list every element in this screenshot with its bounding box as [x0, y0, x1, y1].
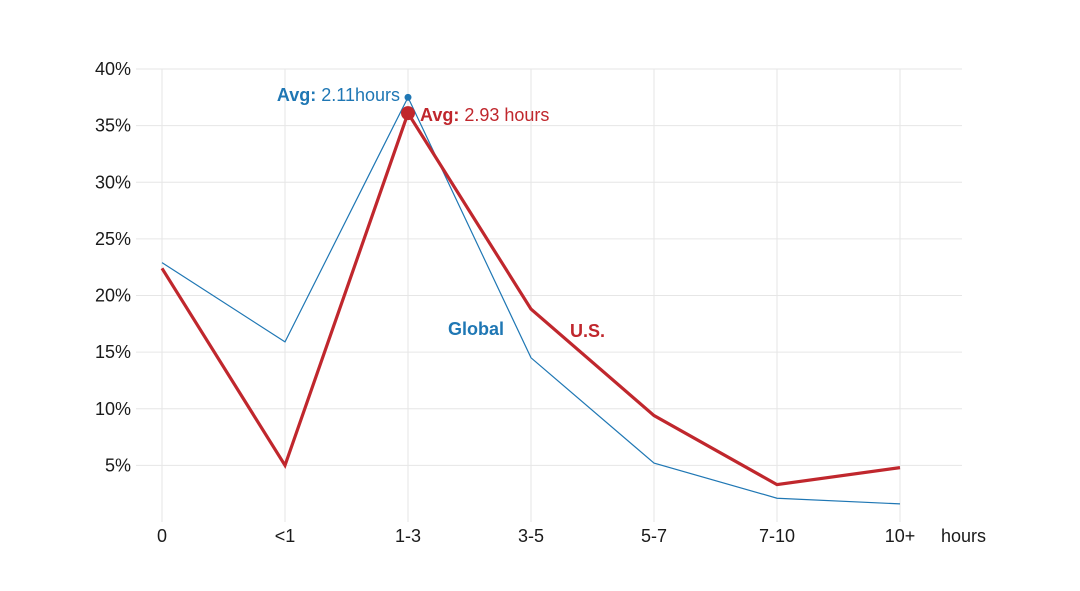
series-lines — [160, 95, 901, 505]
us-avg-marker — [401, 106, 415, 121]
global-avg-value: 2.11hours — [321, 85, 400, 105]
y-tick-label: 40% — [95, 59, 131, 79]
x-tick-label: 10+ — [885, 526, 916, 546]
y-tick-label: 10% — [95, 399, 131, 419]
y-tick-label: 15% — [95, 342, 131, 362]
series-label-us: U.S. — [570, 321, 605, 341]
global-avg-marker — [404, 93, 412, 101]
us-avg-value: 2.93 hours — [464, 105, 549, 125]
y-tick-label: 20% — [95, 286, 131, 306]
global-avg-label: Avg: — [277, 85, 316, 105]
global-avg-annotation: Avg: 2.11hours — [277, 85, 400, 105]
x-axis-unit-label: hours — [941, 526, 986, 546]
x-tick-label: 1-3 — [395, 526, 421, 546]
us-avg-label: Avg: — [420, 105, 459, 125]
x-tick-label: 7-10 — [759, 526, 795, 546]
series-line-us — [160, 109, 901, 487]
x-tick-label: 0 — [157, 526, 167, 546]
y-tick-label: 5% — [105, 455, 131, 475]
series-line-global — [161, 95, 901, 505]
grid-lines — [136, 68, 962, 522]
x-axis-ticks: 0 <1 1-3 3-5 5-7 7-10 10+ — [157, 526, 915, 546]
us-avg-annotation: Avg: 2.93 hours — [420, 105, 549, 125]
x-tick-label: <1 — [275, 526, 296, 546]
series-label-global: Global — [448, 319, 504, 339]
y-axis-ticks: 5% 10% 15% 20% 25% 30% 35% 40% — [95, 59, 131, 475]
y-tick-label: 35% — [95, 116, 131, 136]
y-tick-label: 25% — [95, 229, 131, 249]
x-tick-label: 5-7 — [641, 526, 667, 546]
x-tick-label: 3-5 — [518, 526, 544, 546]
y-tick-label: 30% — [95, 172, 131, 192]
